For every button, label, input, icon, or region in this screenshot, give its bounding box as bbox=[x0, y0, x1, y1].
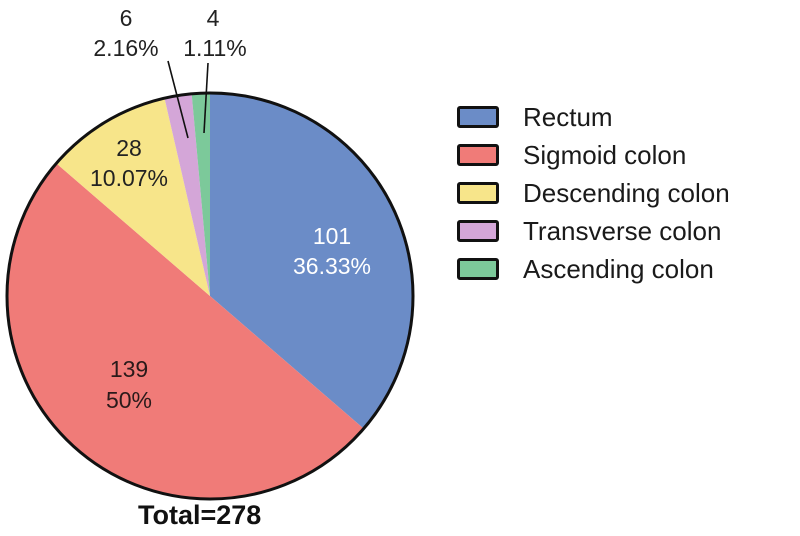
legend-label: Descending colon bbox=[523, 177, 730, 208]
legend-label: Rectum bbox=[523, 101, 613, 132]
legend-item-transverse-colon: Transverse colon bbox=[457, 212, 730, 250]
ascending-value-label: 4 bbox=[207, 5, 220, 31]
ascending-percent-label: 1.11% bbox=[183, 35, 247, 61]
pie-slices bbox=[7, 94, 412, 498]
descending-value-label: 28 bbox=[116, 135, 142, 161]
transverse-value-label: 6 bbox=[120, 5, 133, 31]
pie-slice-transverse-colon bbox=[164, 94, 210, 297]
legend-swatch-rectum bbox=[457, 106, 499, 128]
sigmoid-percent-label: 50% bbox=[106, 387, 152, 413]
sigmoid-value-label: 139 bbox=[110, 356, 148, 382]
pie-slice-descending-colon bbox=[57, 99, 211, 296]
legend-swatch-sigmoid-colon bbox=[457, 144, 499, 166]
legend-swatch-transverse-colon bbox=[457, 220, 499, 242]
transverse-leader-line bbox=[167, 60, 189, 139]
descending-percent-label: 10.07% bbox=[90, 165, 168, 191]
pie-slice-ascending-colon bbox=[191, 94, 210, 296]
legend-label: Transverse colon bbox=[523, 215, 722, 246]
rectum-value-label: 101 bbox=[313, 223, 351, 249]
legend-label: Ascending colon bbox=[523, 253, 714, 284]
legend-item-rectum: Rectum bbox=[457, 98, 730, 136]
rectum-percent-label: 36.33% bbox=[293, 253, 371, 279]
legend-item-descending-colon: Descending colon bbox=[457, 174, 730, 212]
pie-slice-rectum bbox=[210, 94, 412, 428]
total-label: Total=278 bbox=[138, 500, 262, 530]
ascending-leader-line bbox=[203, 62, 209, 134]
legend: Rectum Sigmoid colon Descending colon Tr… bbox=[457, 98, 730, 288]
legend-label: Sigmoid colon bbox=[523, 139, 687, 170]
legend-item-ascending-colon: Ascending colon bbox=[457, 250, 730, 288]
legend-swatch-descending-colon bbox=[457, 182, 499, 204]
pie-outline bbox=[5, 91, 415, 501]
legend-swatch-ascending-colon bbox=[457, 258, 499, 280]
pie-slice-sigmoid-colon bbox=[7, 164, 363, 498]
transverse-percent-label: 2.16% bbox=[93, 35, 158, 61]
legend-item-sigmoid-colon: Sigmoid colon bbox=[457, 136, 730, 174]
